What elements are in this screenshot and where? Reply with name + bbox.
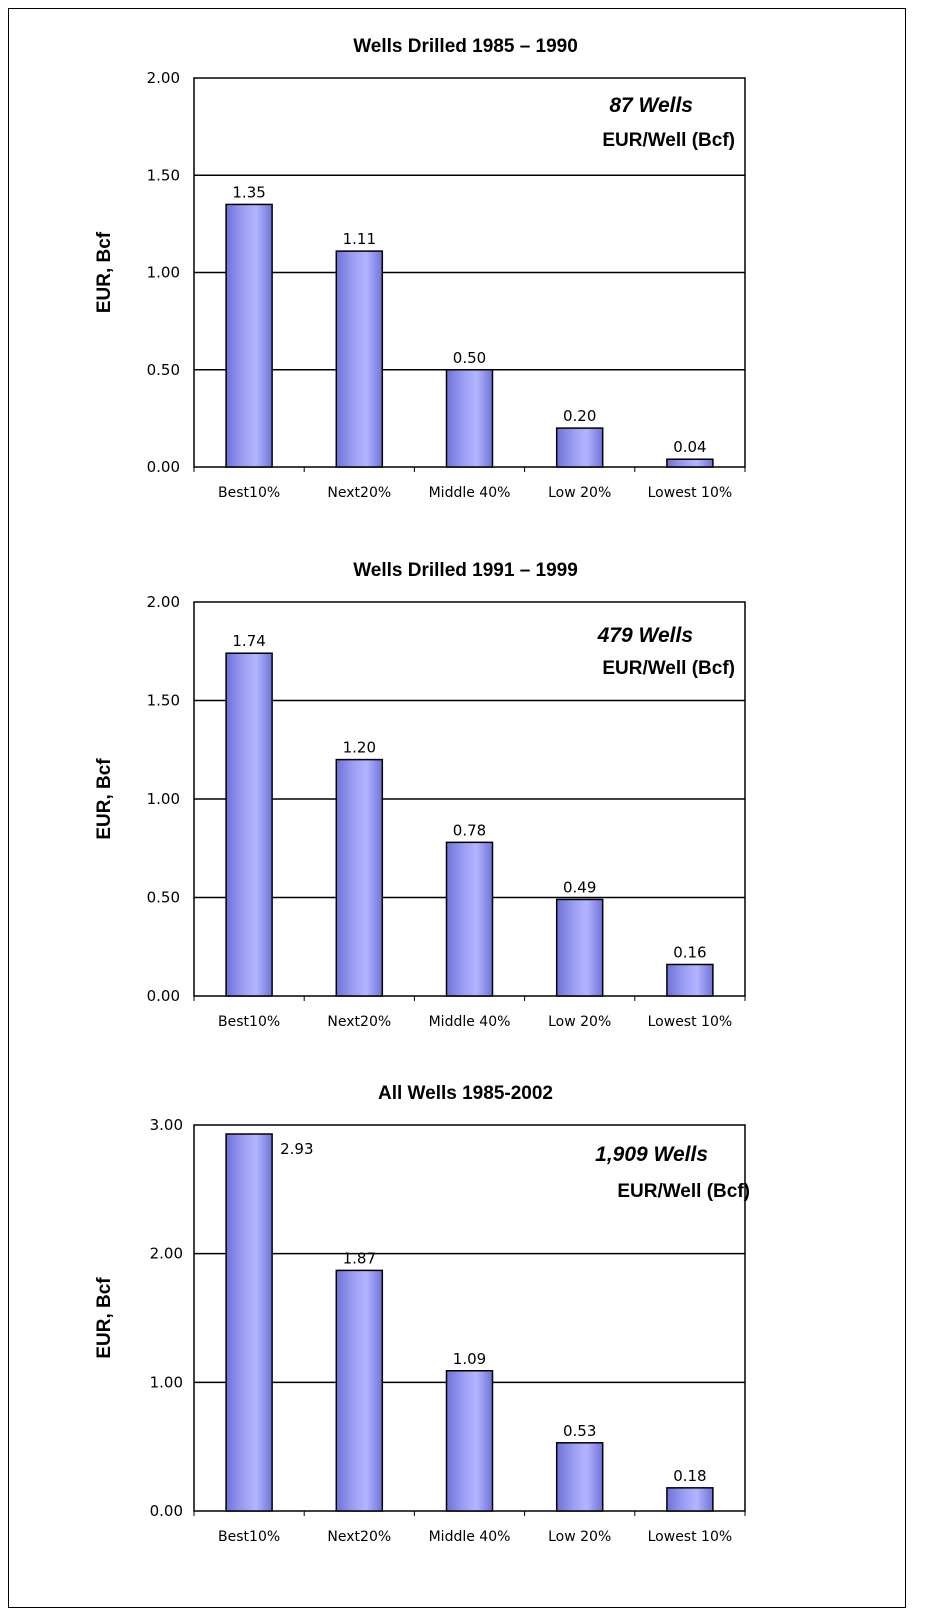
y-tick-label: 3.00 [150, 1116, 183, 1134]
y-tick-label: 1.00 [147, 264, 180, 282]
data-label: 1.74 [232, 632, 265, 650]
bar-middle-40- [445, 1370, 494, 1512]
chart-panel-2: Wells Drilled 1991 – 1999 0.00 0.50 1.00 1.5… [0, 530, 932, 1060]
data-label: 1.35 [232, 183, 265, 201]
data-label: 0.16 [673, 943, 706, 961]
y-axis-label: EUR, Bcf [94, 1277, 115, 1359]
figure-frame [8, 8, 906, 1608]
bar-lowest-10- [666, 458, 714, 468]
bar-next20- [335, 758, 384, 997]
data-label: 2.93 [280, 1140, 313, 1158]
chart-panel-1: Wells Drilled 1985 – 1990 0.00 0.50 1.00 1.5… [0, 0, 932, 530]
y-tick-label: 1.00 [147, 790, 180, 808]
y-axis-label: EUR, Bcf [94, 758, 115, 840]
category-label: Next20% [327, 1014, 391, 1030]
category-label: Lowest 10% [648, 1014, 733, 1030]
bar-next20- [335, 250, 384, 468]
category-label: Low 20% [548, 1529, 611, 1545]
category-label: Lowest 10% [648, 1529, 733, 1545]
chart-panel-3: All Wells 1985-2002 0.00 1.00 2.00 3.00 EUR, … [0, 1055, 932, 1600]
y-tick-label: 1.50 [147, 166, 180, 184]
chart-title: All Wells 1985-2002 [378, 1083, 553, 1104]
y-tick-label: 2.00 [147, 69, 180, 87]
data-label: 1.09 [453, 1350, 486, 1368]
y-tick-label: 1.00 [150, 1373, 183, 1391]
chart-title: Wells Drilled 1991 – 1999 [353, 560, 578, 581]
well-count-annotation: 1,909 Wells [595, 1143, 708, 1166]
bar-lowest-10- [666, 1487, 714, 1512]
y-tick-label: 2.00 [147, 593, 180, 611]
category-label: Low 20% [548, 485, 611, 501]
y-tick-label: 0.00 [147, 458, 180, 476]
y-tick-label: 0.00 [150, 1502, 183, 1520]
data-label: 0.20 [563, 407, 596, 425]
data-label: 0.04 [673, 438, 706, 456]
category-label: Best10% [218, 485, 280, 501]
data-label: 1.87 [343, 1249, 376, 1267]
unit-annotation: EUR/Well (Bcf) [602, 130, 735, 151]
category-label: Best10% [218, 1529, 280, 1545]
category-label: Next20% [327, 1529, 391, 1545]
category-label: Low 20% [548, 1014, 611, 1030]
chart-svg-1: Wells Drilled 1985 – 1990 0.00 0.50 1.00 1.5… [94, 36, 746, 501]
bar-next20- [335, 1269, 384, 1512]
y-tick-label: 1.50 [147, 692, 180, 710]
chart-title: Wells Drilled 1985 – 1990 [353, 36, 578, 57]
y-tick-label: 0.00 [147, 987, 180, 1005]
bar-low-20- [555, 427, 604, 468]
data-label: 1.11 [343, 230, 376, 248]
data-label: 0.49 [563, 878, 596, 896]
well-count-annotation: 87 Wells [609, 94, 693, 117]
unit-annotation: EUR/Well (Bcf) [602, 658, 735, 679]
category-label: Middle 40% [429, 485, 511, 501]
well-count-annotation: 479 Wells [597, 624, 693, 647]
bar-best10- [225, 1133, 273, 1512]
chart-svg-3: All Wells 1985-2002 0.00 1.00 2.00 3.00 EUR, … [94, 1083, 750, 1545]
category-label: Next20% [327, 485, 391, 501]
bar-middle-40- [445, 841, 494, 997]
bar-best10- [225, 652, 273, 997]
y-tick-label: 2.00 [150, 1245, 183, 1263]
data-label: 0.53 [563, 1422, 596, 1440]
chart-svg-2: Wells Drilled 1991 – 1999 0.00 0.50 1.00 1.5… [94, 560, 746, 1030]
y-tick-label: 0.50 [147, 361, 180, 379]
bar-lowest-10- [666, 963, 714, 997]
category-label: Lowest 10% [648, 485, 733, 501]
category-label: Best10% [218, 1014, 280, 1030]
data-label: 0.18 [673, 1467, 706, 1485]
data-label: 0.78 [453, 821, 486, 839]
data-label: 0.50 [453, 349, 486, 367]
bar-low-20- [555, 898, 604, 997]
bar-middle-40- [445, 369, 494, 468]
y-axis-label: EUR, Bcf [94, 231, 115, 313]
bar-low-20- [555, 1442, 604, 1512]
data-label: 1.20 [343, 739, 376, 757]
category-label: Middle 40% [429, 1529, 511, 1545]
category-label: Middle 40% [429, 1014, 511, 1030]
unit-annotation: EUR/Well (Bcf) [617, 1181, 750, 1202]
y-tick-label: 0.50 [147, 889, 180, 907]
bar-best10- [225, 203, 273, 468]
